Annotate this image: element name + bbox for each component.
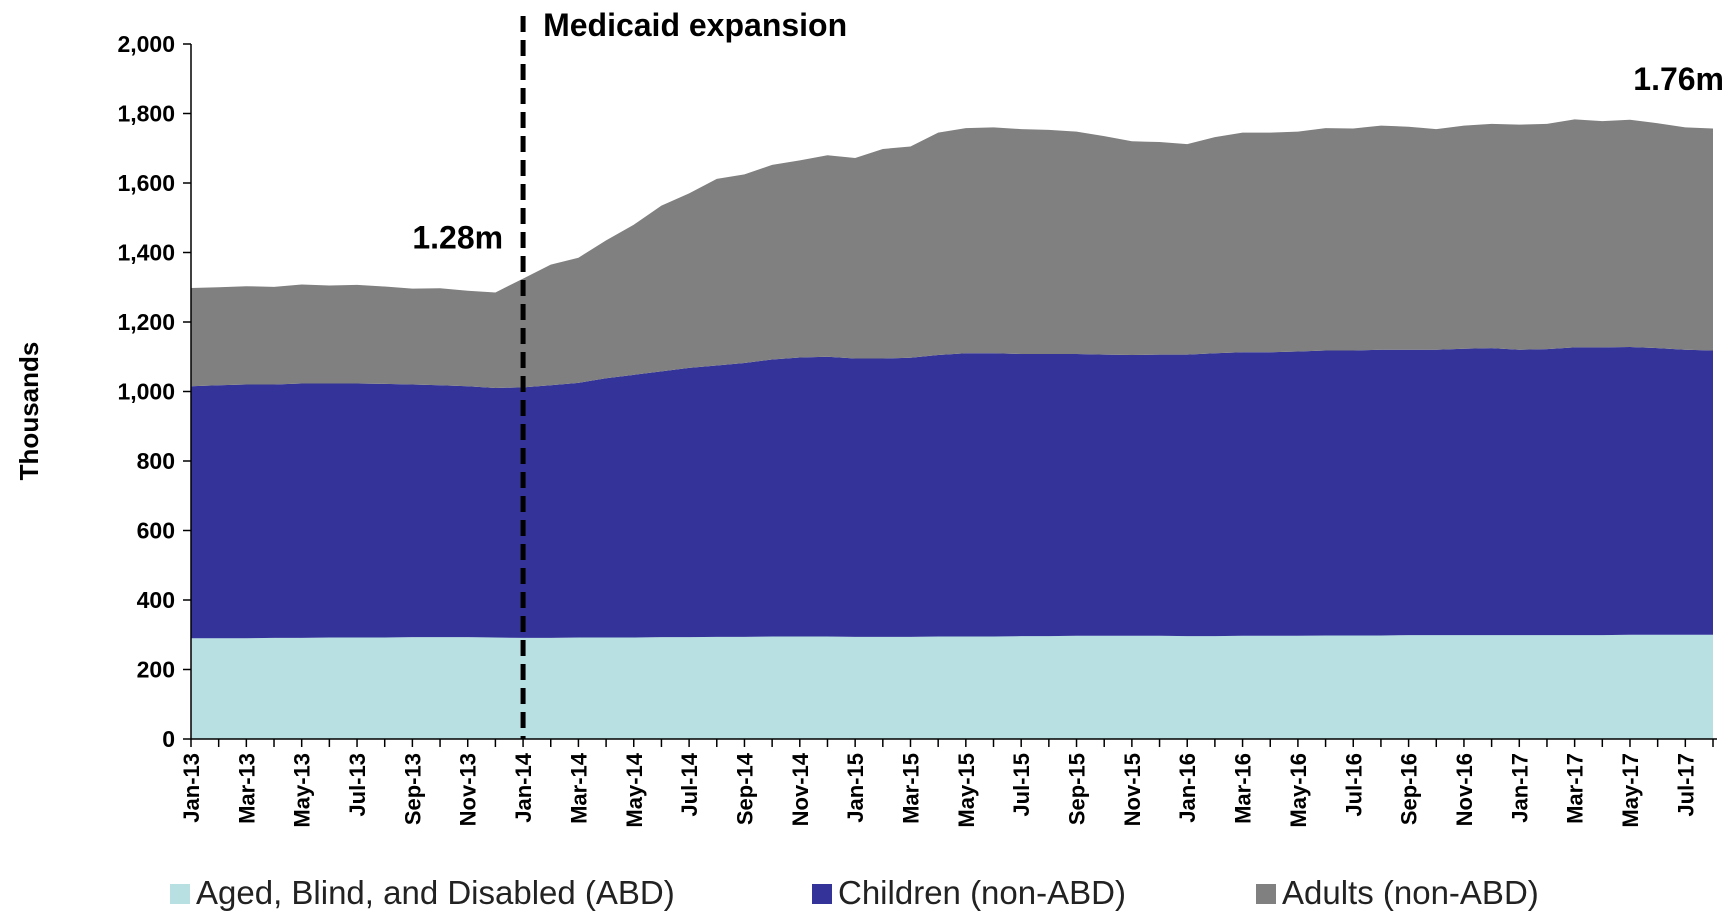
x-tick-label: May-14 [622, 752, 647, 827]
x-tick-label: Jan-15 [843, 753, 868, 823]
expansion-label: Medicaid expansion [543, 7, 847, 43]
x-tick-label: Nov-13 [456, 753, 481, 826]
y-tick-label: 1,400 [117, 240, 175, 266]
x-tick-label: May-15 [954, 753, 979, 828]
x-tick-label: Nov-14 [788, 752, 813, 826]
y-tick-label: 200 [137, 657, 175, 683]
x-tick-label: Jul-17 [1673, 753, 1698, 817]
x-tick-label: Mar-15 [898, 753, 923, 824]
x-tick-label: Jan-13 [179, 753, 204, 823]
y-tick-label: 400 [137, 587, 175, 613]
x-tick-label: Nov-15 [1120, 753, 1145, 826]
legend-swatch [170, 884, 190, 904]
x-tick-label: Jul-13 [345, 753, 370, 817]
legend-label: Adults (non-ABD) [1282, 874, 1539, 911]
y-tick-label: 2,000 [117, 31, 175, 57]
y-tick-label: 800 [137, 448, 175, 474]
x-tick-label: Sep-16 [1397, 753, 1422, 825]
legend-swatch [1256, 884, 1276, 904]
x-tick-label: Jul-14 [677, 752, 702, 816]
y-tick-label: 600 [137, 518, 175, 544]
x-tick-label: Nov-16 [1452, 753, 1477, 826]
y-tick-label: 1,800 [117, 101, 175, 127]
x-tick-label: Jan-16 [1175, 753, 1200, 823]
x-tick-label: May-13 [290, 753, 315, 828]
x-tick-label: May-17 [1618, 753, 1643, 828]
x-tick-label: May-16 [1286, 753, 1311, 828]
area [191, 634, 1713, 739]
legend-swatch [812, 884, 832, 904]
x-tick-label: Jul-15 [1009, 753, 1034, 817]
y-axis-label: Thousands [14, 342, 44, 481]
y-tick-label: 1,200 [117, 309, 175, 335]
legend-label: Aged, Blind, and Disabled (ABD) [196, 874, 675, 911]
x-tick-label: Sep-13 [400, 753, 425, 825]
y-tick-label: 1,600 [117, 170, 175, 196]
x-tick-label: Jul-16 [1341, 753, 1366, 817]
x-tick-label: Jan-17 [1507, 753, 1532, 823]
area [191, 119, 1713, 389]
x-tick-label: Sep-14 [732, 752, 757, 825]
x-tick-label: Sep-15 [1065, 753, 1090, 825]
area [191, 347, 1713, 639]
y-tick-label: 1,000 [117, 379, 175, 405]
x-tick-label: Jan-14 [511, 752, 536, 822]
legend-label: Children (non-ABD) [838, 874, 1126, 911]
annotation: 1.76m [1633, 61, 1724, 97]
annotation: 1.28m [412, 220, 503, 256]
y-tick-label: 0 [162, 726, 175, 752]
x-tick-label: Mar-16 [1231, 753, 1256, 824]
x-tick-label: Mar-14 [566, 752, 591, 824]
x-tick-label: Mar-17 [1563, 753, 1588, 824]
x-tick-label: Mar-13 [234, 753, 259, 824]
